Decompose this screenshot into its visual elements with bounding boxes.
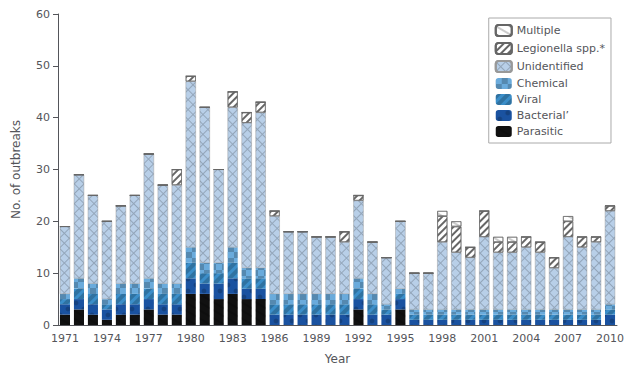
svg-text:Parasitic: Parasitic — [517, 125, 563, 138]
svg-text:10: 10 — [36, 267, 50, 280]
svg-text:Legionella spp.*: Legionella spp.* — [517, 42, 606, 55]
svg-text:Chemical: Chemical — [517, 77, 568, 90]
svg-text:1971: 1971 — [51, 332, 79, 345]
svg-text:20: 20 — [36, 215, 50, 228]
svg-text:Multiple: Multiple — [517, 24, 561, 37]
svg-text:1983: 1983 — [219, 332, 247, 345]
svg-text:Viral: Viral — [517, 93, 542, 106]
svg-text:2007: 2007 — [554, 332, 582, 345]
svg-text:1995: 1995 — [386, 332, 414, 345]
svg-text:2001: 2001 — [470, 332, 498, 345]
svg-text:60: 60 — [36, 8, 50, 21]
svg-text:1986: 1986 — [261, 332, 289, 345]
svg-text:1992: 1992 — [344, 332, 372, 345]
svg-text:1998: 1998 — [428, 332, 456, 345]
svg-text:Unidentified: Unidentified — [517, 60, 584, 73]
svg-text:Bacterial’: Bacterial’ — [517, 109, 569, 122]
svg-text:0: 0 — [43, 319, 50, 332]
svg-text:2010: 2010 — [596, 332, 624, 345]
svg-text:50: 50 — [36, 59, 50, 72]
svg-text:2004: 2004 — [512, 332, 540, 345]
svg-text:1977: 1977 — [135, 332, 163, 345]
svg-text:Year: Year — [324, 352, 350, 366]
svg-text:30: 30 — [36, 163, 50, 176]
svg-text:No. of outbreaks: No. of outbreaks — [9, 120, 23, 219]
svg-text:40: 40 — [36, 111, 50, 124]
svg-text:1989: 1989 — [303, 332, 331, 345]
svg-text:1980: 1980 — [177, 332, 205, 345]
svg-text:1974: 1974 — [93, 332, 121, 345]
